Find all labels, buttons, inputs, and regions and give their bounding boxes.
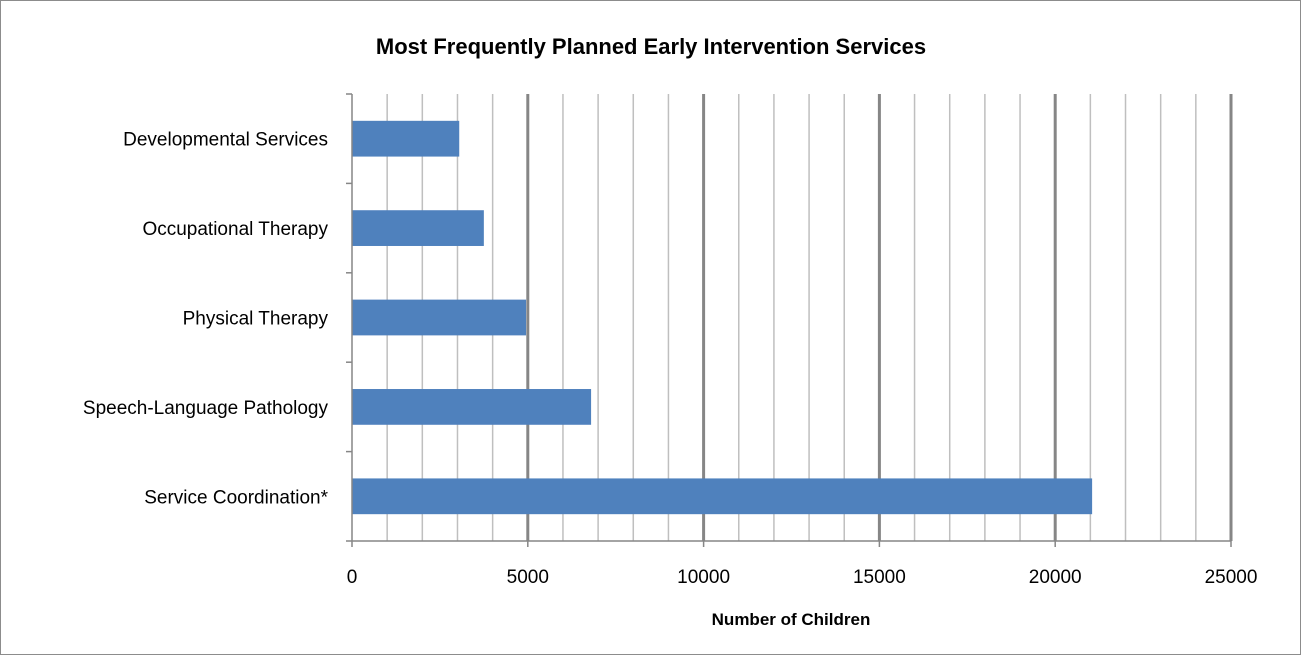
category-label: Service Coordination* [144,487,328,508]
x-axis-title: Number of Children [712,610,871,629]
x-tick-label: 5000 [507,567,549,588]
bar-developmental-services [352,120,460,157]
x-tick-label: 20000 [1029,567,1082,588]
axes [346,93,1232,547]
x-tick-label: 25000 [1205,567,1258,588]
category-label: Developmental Services [123,130,328,151]
category-label: Physical Therapy [183,309,329,330]
x-tick-label: 0 [347,567,358,588]
bar-service-coordination [352,478,1093,515]
x-tick-label: 10000 [677,567,730,588]
category-label: Occupational Therapy [142,219,328,240]
grid-lines [386,94,1233,541]
x-tick-label: 15000 [853,567,906,588]
bar-occupational-therapy [352,210,484,246]
chart-title: Most Frequently Planned Early Interventi… [376,34,926,59]
bar-physical-therapy [352,299,527,336]
bars [352,120,1093,515]
labels: Developmental Services Occupational Thera… [83,130,1258,588]
category-label: Speech-Language Pathology [83,398,329,419]
bar-speech-language-pathology [352,389,592,425]
